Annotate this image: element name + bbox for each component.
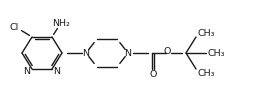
Text: O: O: [163, 47, 171, 56]
Text: N: N: [83, 49, 89, 58]
Text: N: N: [23, 66, 31, 75]
Text: NH₂: NH₂: [52, 20, 70, 28]
Text: CH₃: CH₃: [207, 49, 225, 58]
Text: N: N: [124, 49, 131, 58]
Text: Cl: Cl: [9, 22, 18, 32]
Text: CH₃: CH₃: [197, 28, 215, 37]
Text: O: O: [149, 70, 157, 79]
Text: CH₃: CH₃: [197, 68, 215, 77]
Text: N: N: [54, 66, 60, 75]
